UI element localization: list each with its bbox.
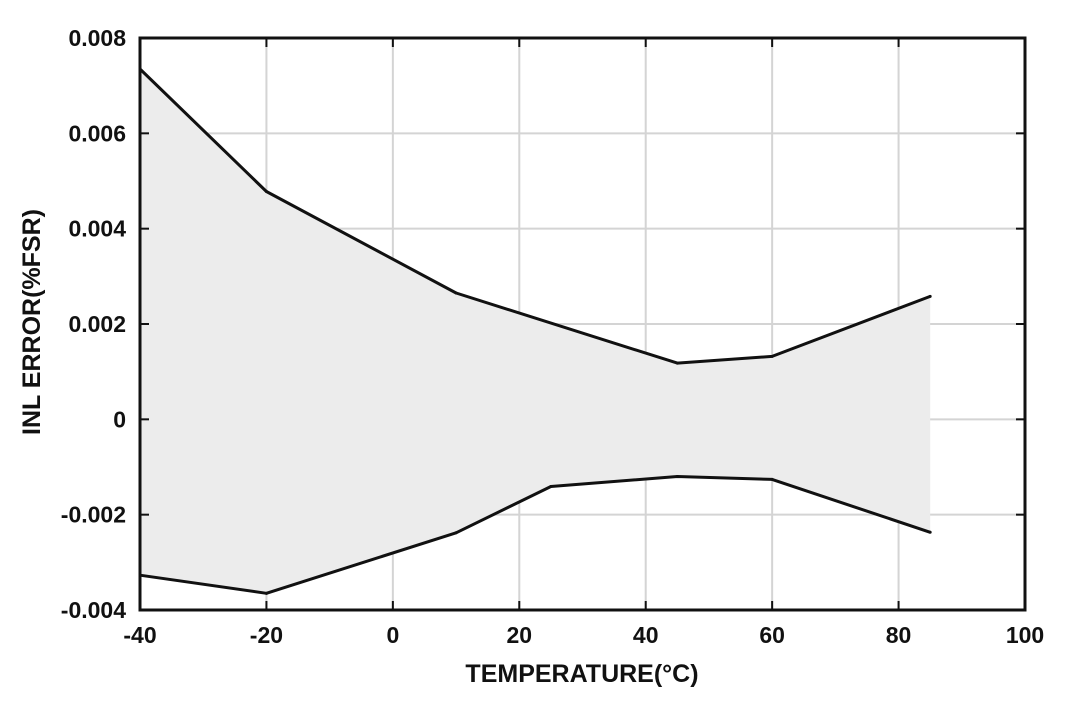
upper-series-point [675,361,679,365]
y-tick-label: -0.004 [61,597,126,623]
tick-marks [139,37,1026,611]
lower-series-point [138,573,142,577]
y-tick-label: -0.002 [61,502,126,528]
upper-series-point [264,189,268,193]
upper-series-point [928,294,932,298]
upper-series-point [138,67,142,71]
upper-series-point [454,291,458,295]
x-tick-label: 100 [1006,622,1044,648]
lower-series-point [770,477,774,481]
x-tick-label: -20 [250,622,283,648]
lower-series-point [675,475,679,479]
y-tick-label: 0.006 [68,120,126,146]
series-points [138,67,932,595]
x-axis-label: TEMPERATURE(°C) [465,660,698,688]
x-tick-labels: -40 -20 0 20 40 60 80 100 [123,622,1044,648]
lower-series-point [928,530,932,534]
lower-series-point [454,531,458,535]
lower-series-point [549,485,553,489]
y-tick-label: 0.004 [68,216,126,242]
error-band-area [140,69,931,594]
upper-series-line [138,67,931,365]
x-tick-label: 40 [633,622,659,648]
x-tick-label: -40 [123,622,156,648]
x-tick-label: 0 [386,622,399,648]
y-axis-label: INL ERROR(%FSR) [18,209,46,435]
y-tick-labels: -0.004 -0.002 0 0.002 0.004 0.006 0.008 [61,25,126,623]
x-tick-label: 80 [886,622,912,648]
lower-series-point [264,591,268,595]
upper-series-point [770,354,774,358]
x-tick-label: 60 [759,622,785,648]
y-tick-label: 0.008 [68,25,126,51]
y-tick-label: 0 [113,406,126,432]
x-tick-label: 20 [506,622,532,648]
y-tick-label: 0.002 [68,311,126,337]
